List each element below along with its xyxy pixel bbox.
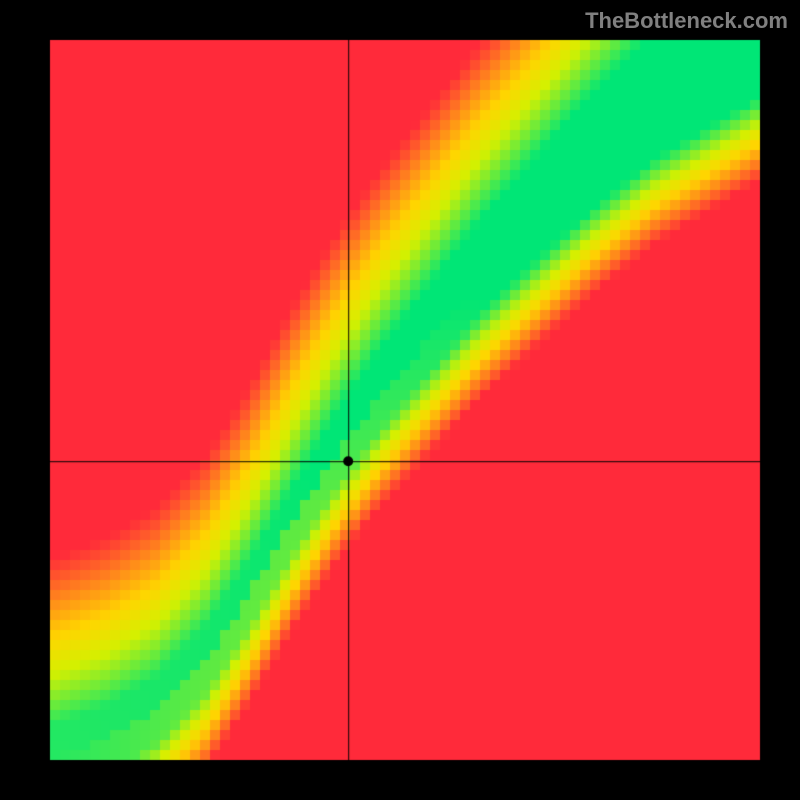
bottleneck-heatmap	[0, 0, 800, 800]
chart-root: TheBottleneck.com	[0, 0, 800, 800]
watermark-label: TheBottleneck.com	[585, 8, 788, 34]
